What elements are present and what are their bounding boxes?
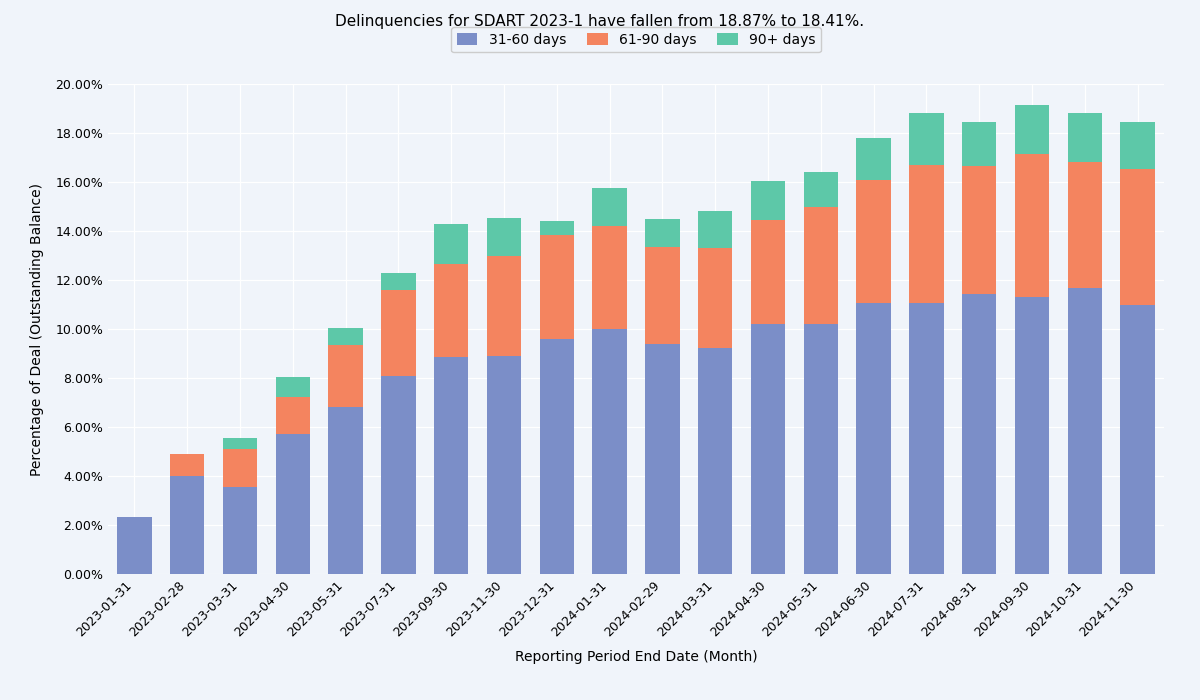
Bar <box>751 324 785 574</box>
Bar <box>1015 105 1049 154</box>
Bar <box>646 218 679 246</box>
Bar <box>593 188 626 226</box>
Bar <box>382 375 415 574</box>
Bar <box>276 397 310 434</box>
Bar <box>593 226 626 329</box>
Bar <box>329 345 362 407</box>
Bar <box>646 246 679 344</box>
Bar <box>1121 304 1154 574</box>
Bar <box>962 294 996 574</box>
Bar <box>751 181 785 220</box>
Bar <box>540 339 574 574</box>
Bar <box>382 290 415 375</box>
Bar <box>1015 154 1049 297</box>
Bar <box>910 165 943 302</box>
Bar <box>223 438 257 449</box>
Bar <box>329 407 362 574</box>
Bar <box>962 122 996 166</box>
Bar <box>1068 113 1102 162</box>
Bar <box>276 377 310 397</box>
Bar <box>962 166 996 294</box>
Legend: 31-60 days, 61-90 days, 90+ days: 31-60 days, 61-90 days, 90+ days <box>451 27 821 52</box>
Bar <box>118 517 151 574</box>
Bar <box>434 357 468 574</box>
Bar <box>434 223 468 264</box>
Bar <box>646 344 679 574</box>
Bar <box>1121 122 1154 169</box>
Bar <box>698 348 732 574</box>
Bar <box>170 454 204 475</box>
Bar <box>540 235 574 339</box>
Bar <box>804 172 838 206</box>
Bar <box>329 328 362 345</box>
Bar <box>1068 288 1102 574</box>
Bar <box>223 449 257 486</box>
Bar <box>593 329 626 574</box>
Bar <box>382 272 415 290</box>
Bar <box>170 475 204 574</box>
Bar <box>276 434 310 574</box>
Bar <box>910 113 943 165</box>
Bar <box>751 220 785 324</box>
Bar <box>857 138 890 180</box>
Bar <box>540 220 574 235</box>
Bar <box>487 218 521 256</box>
X-axis label: Reporting Period End Date (Month): Reporting Period End Date (Month) <box>515 650 757 664</box>
Bar <box>487 356 521 574</box>
Bar <box>857 180 890 302</box>
Bar <box>857 302 890 574</box>
Bar <box>698 248 732 348</box>
Bar <box>1121 169 1154 304</box>
Bar <box>804 324 838 574</box>
Text: Delinquencies for SDART 2023-1 have fallen from 18.87% to 18.41%.: Delinquencies for SDART 2023-1 have fall… <box>336 14 864 29</box>
Bar <box>1015 297 1049 574</box>
Bar <box>1068 162 1102 288</box>
Y-axis label: Percentage of Deal (Outstanding Balance): Percentage of Deal (Outstanding Balance) <box>30 183 44 475</box>
Bar <box>434 264 468 357</box>
Bar <box>910 302 943 574</box>
Bar <box>487 256 521 356</box>
Bar <box>698 211 732 248</box>
Bar <box>223 486 257 574</box>
Bar <box>804 206 838 324</box>
